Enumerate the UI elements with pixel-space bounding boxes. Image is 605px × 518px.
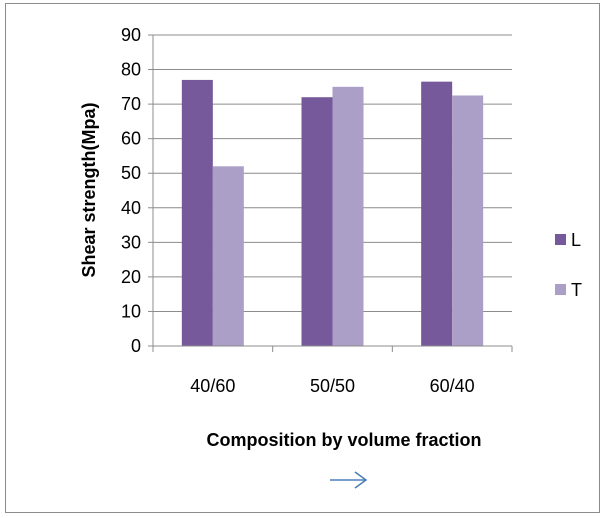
bar-T-50/50 — [332, 86, 364, 346]
bar-T-40/60 — [212, 166, 244, 346]
y-tick-label: 80 — [121, 60, 141, 80]
y-axis-ticks: 0 10 20 30 40 50 60 70 80 90 — [121, 25, 153, 356]
legend-label-L: L — [571, 230, 581, 250]
y-tick-label: 0 — [131, 336, 141, 356]
bars — [181, 79, 484, 347]
y-tick-label: 30 — [121, 232, 141, 252]
legend-swatch-T — [555, 284, 566, 295]
bar-L-60/40 — [421, 81, 453, 347]
y-tick-label: 60 — [121, 129, 141, 149]
legend-swatch-L — [555, 234, 566, 245]
x-tick-label: 60/40 — [430, 376, 475, 396]
x-tick-label: 40/60 — [190, 376, 235, 396]
bar-L-40/60 — [181, 79, 213, 346]
axes — [152, 35, 512, 347]
y-tick-label: 90 — [121, 25, 141, 45]
bar-L-50/50 — [301, 97, 333, 346]
y-axis-title: Shear strength(Mpa) — [79, 102, 99, 277]
x-tick-label: 50/50 — [310, 376, 355, 396]
right-arrow-icon — [330, 471, 368, 489]
y-tick-label: 20 — [121, 267, 141, 287]
legend-label-T: T — [571, 280, 582, 300]
x-axis-title: Composition by volume fraction — [206, 430, 481, 450]
x-axis-ticks: 40/60 50/50 60/40 — [152, 346, 513, 396]
bar-T-60/40 — [452, 95, 484, 346]
y-tick-label: 10 — [121, 301, 141, 321]
y-tick-label: 40 — [121, 198, 141, 218]
y-tick-label: 50 — [121, 163, 141, 183]
y-tick-label: 70 — [121, 94, 141, 114]
legend: LT — [555, 230, 582, 300]
